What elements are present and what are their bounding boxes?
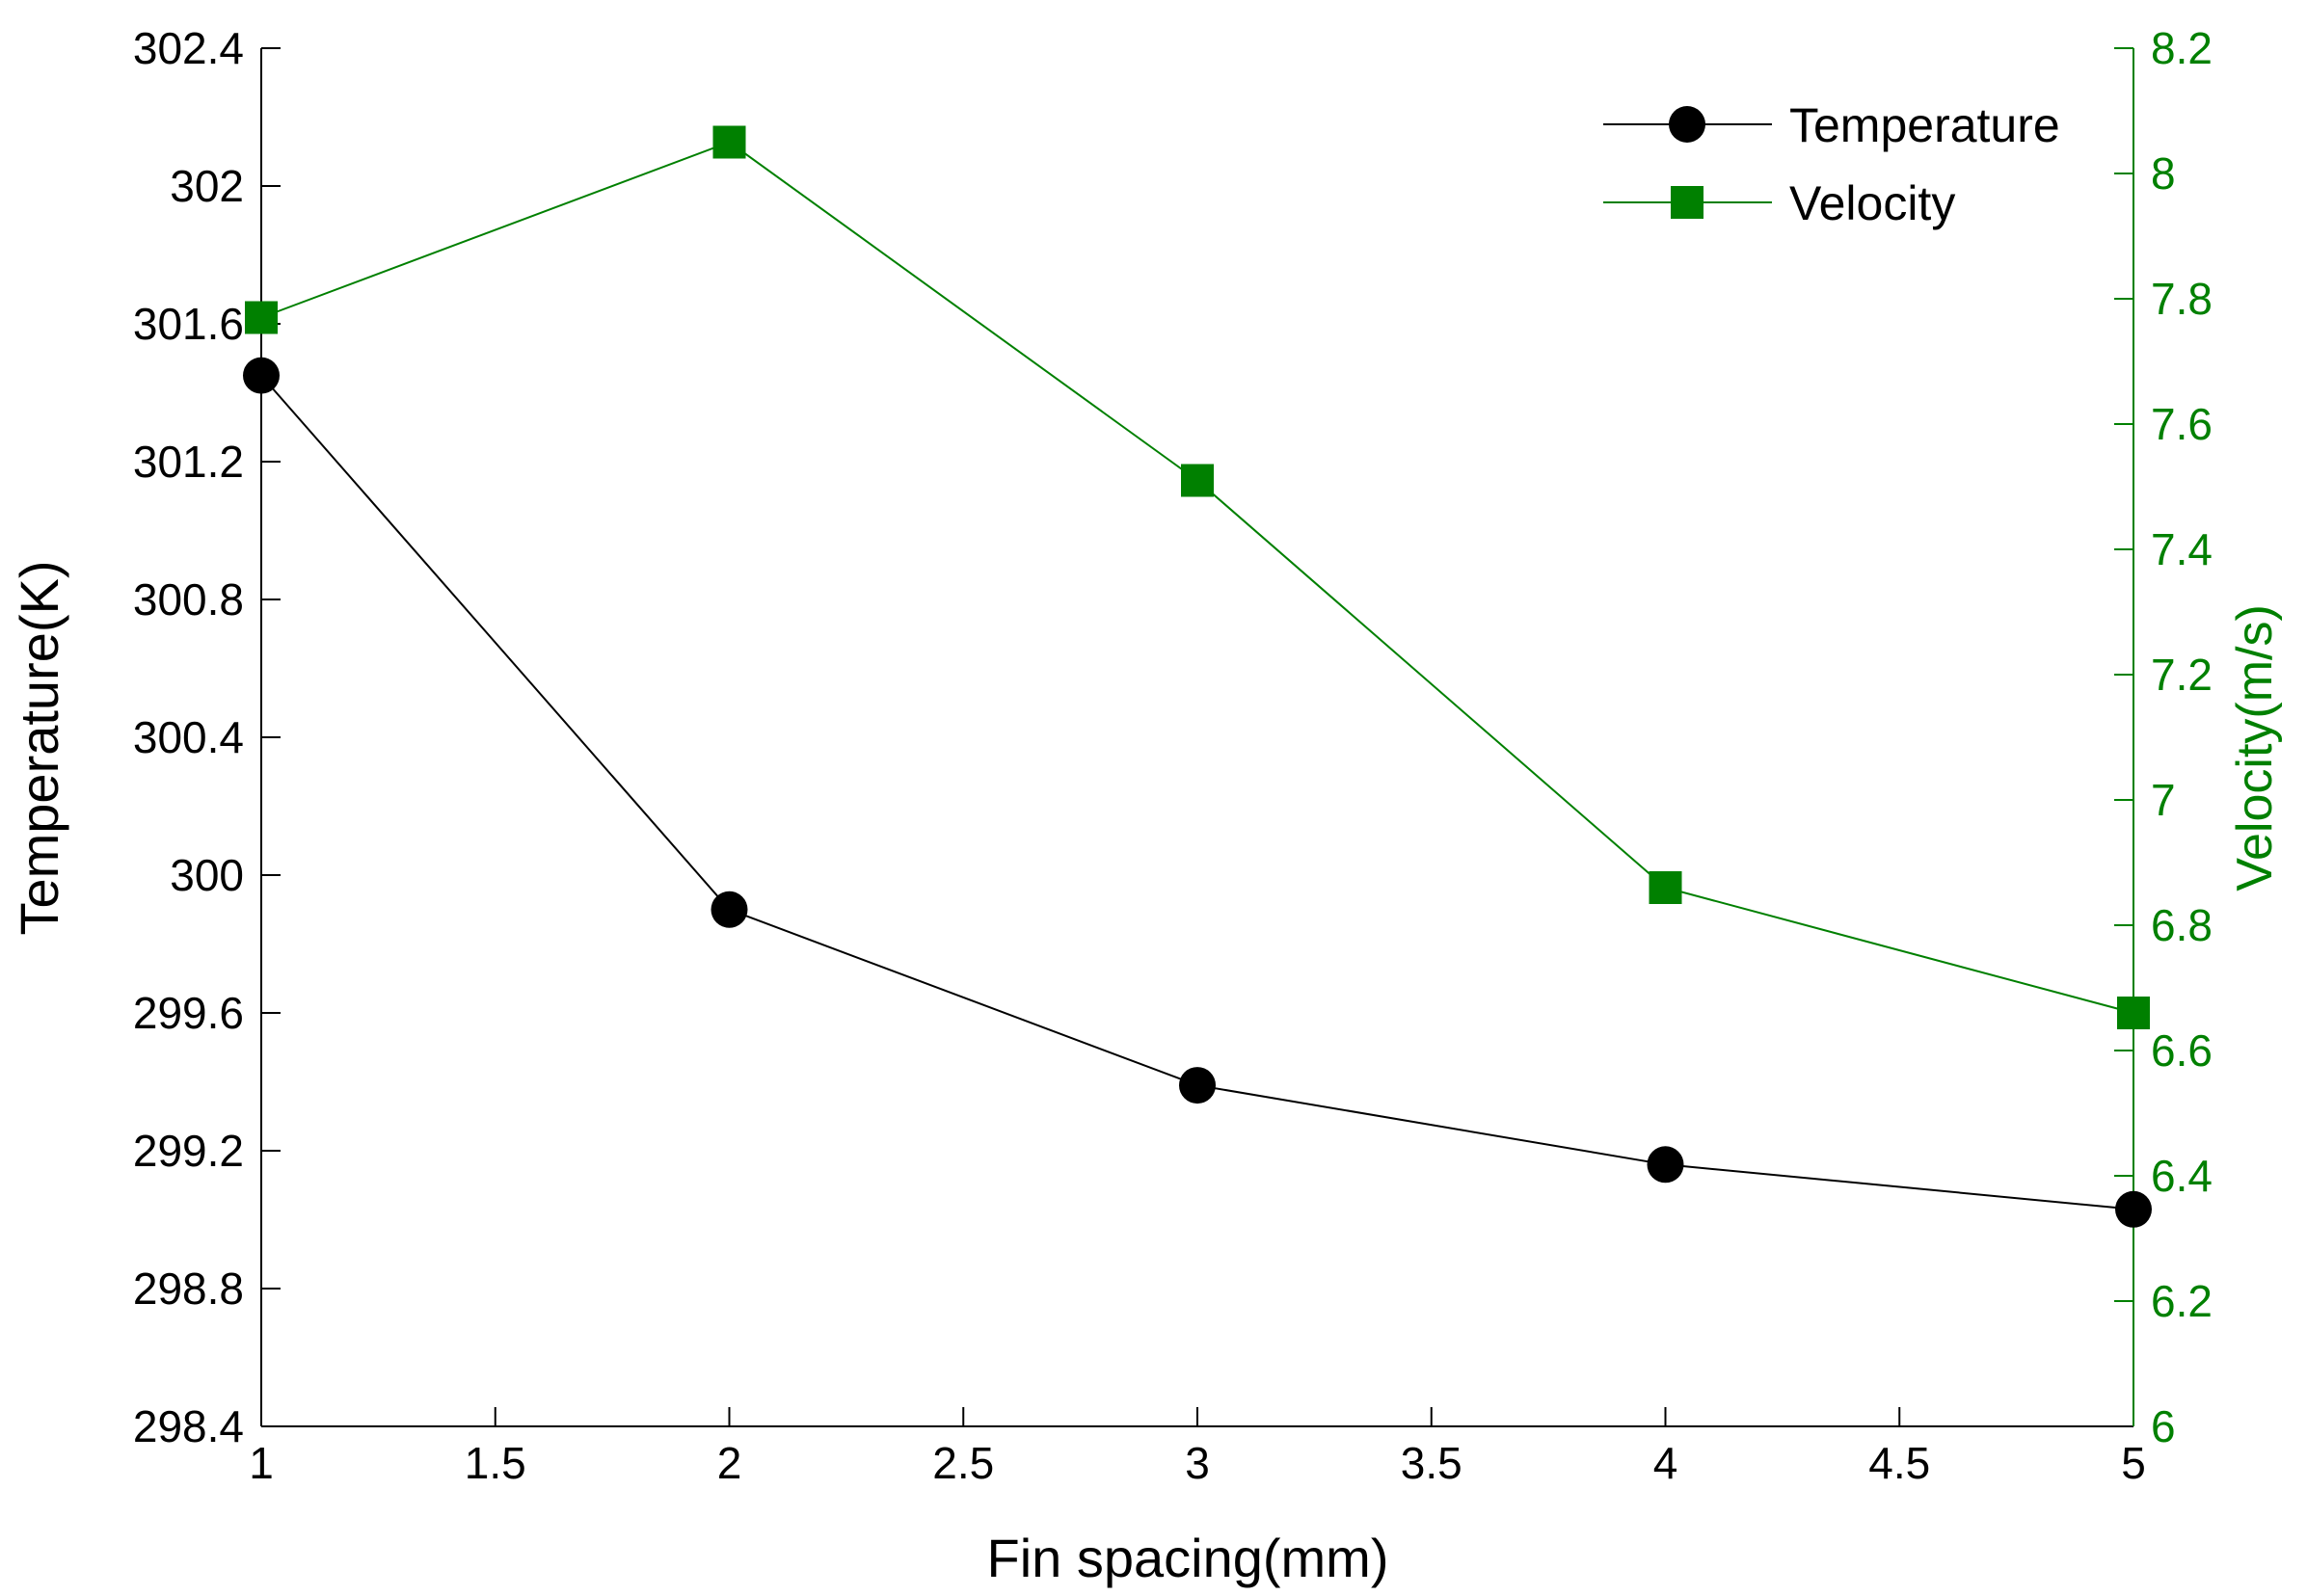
- right-y-axis-label: Velocity(m/s): [2227, 604, 2283, 891]
- y-tick-label: 299.6: [133, 988, 244, 1038]
- y2-tick-label: 8: [2151, 148, 2176, 199]
- y2-tick-label: 6.2: [2151, 1276, 2213, 1326]
- x-tick-label: 1.5: [465, 1438, 526, 1488]
- velocity-point: [245, 301, 278, 334]
- y2-tick-label: 7.8: [2151, 274, 2213, 324]
- y2-tick-label: 7: [2151, 775, 2176, 825]
- y-tick-label: 298.4: [133, 1401, 244, 1451]
- y2-tick-label: 7.4: [2151, 524, 2213, 574]
- legend-item-temperature: Temperature: [1603, 98, 2060, 152]
- velocity-point: [2117, 997, 2150, 1029]
- x-tick-label: 3.5: [1401, 1438, 1462, 1488]
- legend-item-velocity: Velocity: [1603, 176, 1955, 230]
- series-layer: [243, 125, 2152, 1228]
- y-tick-label: 300.4: [133, 712, 244, 762]
- y2-tick-label: 8.2: [2151, 23, 2213, 73]
- x-tick-label: 4.5: [1868, 1438, 1930, 1488]
- y2-tick-label: 6.4: [2151, 1151, 2213, 1201]
- legend-marker: [1669, 106, 1705, 143]
- x-axis-ticks: 1 1.5 2 2.5 3 3.5 4 4.5 5: [249, 1407, 2146, 1488]
- y2-tick-label: 7.2: [2151, 650, 2213, 700]
- temperature-point: [1647, 1146, 1684, 1184]
- y-tick-label: 299.2: [133, 1126, 244, 1176]
- x-tick-label: 1: [249, 1438, 274, 1488]
- velocity-point: [1649, 871, 1682, 904]
- right-y-axis-ticks: 6 6.2 6.4 6.6 6.8 7 7.2 7.4 7.6 7.8 8 8.2: [2114, 23, 2213, 1451]
- y2-tick-label: 6: [2151, 1401, 2176, 1451]
- y-tick-label: 302: [170, 161, 244, 211]
- legend-label: Velocity: [1789, 176, 1955, 230]
- x-tick-label: 4: [1653, 1438, 1678, 1488]
- legend-label: Temperature: [1789, 98, 2060, 152]
- temperature-point: [2115, 1190, 2152, 1228]
- y-tick-label: 298.8: [133, 1264, 244, 1314]
- y-tick-label: 301.6: [133, 299, 244, 349]
- y-tick-label: 300: [170, 850, 244, 900]
- x-tick-label: 2: [717, 1438, 742, 1488]
- x-tick-label: 2.5: [932, 1438, 994, 1488]
- left-y-axis-ticks: 298.4 298.8 299.2 299.6 300 300.4 300.8 301.2 30…: [133, 23, 281, 1451]
- y-tick-label: 302.4: [133, 23, 244, 73]
- temperature-point: [243, 357, 280, 394]
- y-tick-label: 301.2: [133, 437, 244, 487]
- x-axis-label: Fin spacing(mm): [987, 1528, 1389, 1588]
- y2-tick-label: 6.8: [2151, 900, 2213, 950]
- temperature-point: [711, 891, 748, 928]
- left-y-axis-label: Temperature(K): [9, 560, 69, 935]
- velocity-point: [712, 125, 746, 159]
- y-tick-label: 300.8: [133, 574, 244, 625]
- velocity-point: [1181, 464, 1214, 497]
- y2-tick-label: 6.6: [2151, 1025, 2213, 1076]
- legend-marker: [1671, 186, 1703, 219]
- series-velocity: [245, 125, 2150, 1029]
- temperature-point: [1179, 1067, 1216, 1104]
- series-temperature: [243, 357, 2152, 1228]
- y2-tick-label: 7.6: [2151, 399, 2213, 449]
- x-tick-label: 3: [1185, 1438, 1210, 1488]
- legend: Temperature Velocity: [1603, 98, 2060, 230]
- x-tick-label: 5: [2121, 1438, 2146, 1488]
